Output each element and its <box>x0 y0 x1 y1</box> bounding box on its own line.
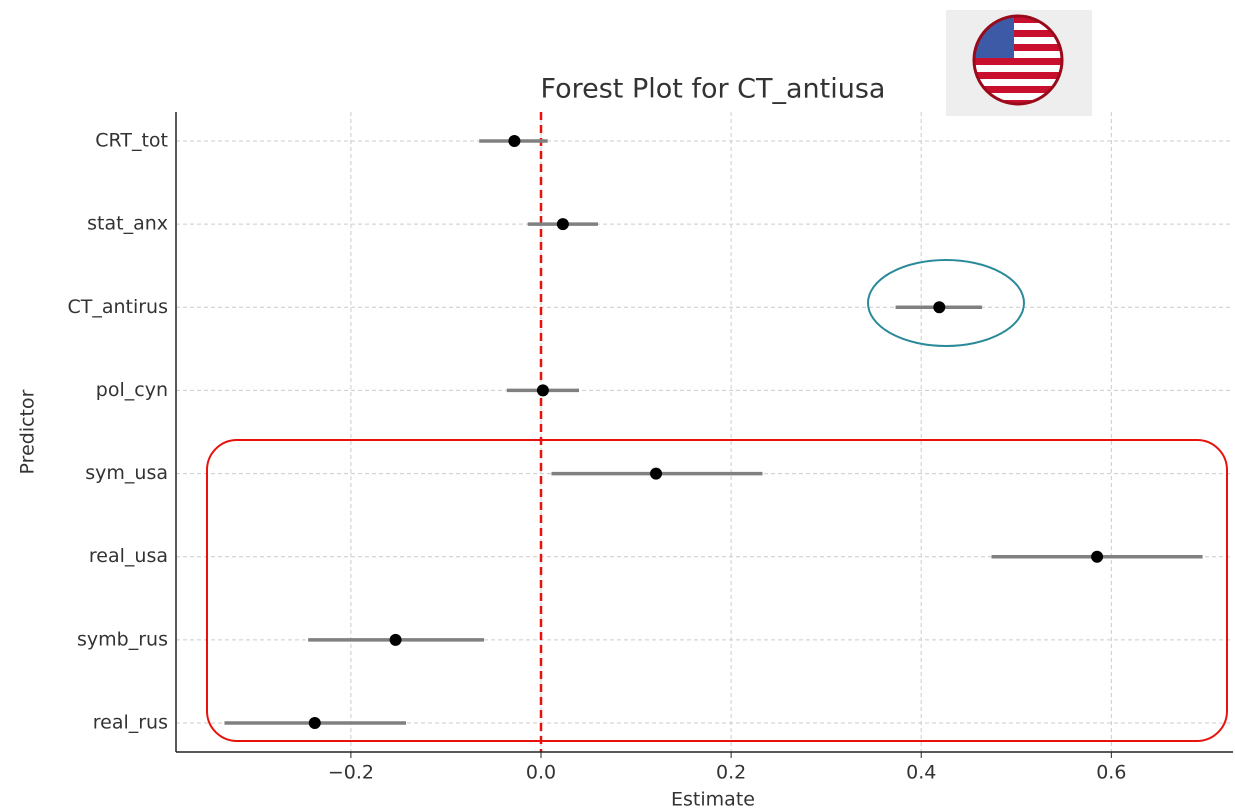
estimate-point <box>536 384 549 397</box>
y-tick-label: symb_rus <box>77 628 168 650</box>
y-tick-label: pol_cyn <box>96 379 168 401</box>
x-tick-label: 0.6 <box>1096 762 1126 784</box>
x-tick-label: 0.2 <box>716 762 746 784</box>
y-tick-label: CRT_tot <box>95 130 168 152</box>
highlight-box <box>206 439 1228 742</box>
x-tick-label: 0.4 <box>906 762 936 784</box>
estimate-point <box>508 135 521 147</box>
highlight-ellipse <box>867 259 1025 347</box>
y-tick-label: stat_anx <box>87 213 168 235</box>
y-tick-label: real_rus <box>93 712 168 734</box>
estimate-point <box>933 301 946 314</box>
estimate-point <box>308 717 321 729</box>
chart-title: Forest Plot for CT_antiusa <box>541 74 886 105</box>
flag-icon <box>946 10 1092 116</box>
y-axis-label: Predictor <box>17 389 39 474</box>
estimate-point <box>1091 550 1104 563</box>
x-tick-label: 0.0 <box>526 762 556 784</box>
y-tick-label: CT_antirus <box>67 296 168 318</box>
y-tick-label: real_usa <box>89 545 168 567</box>
estimate-point <box>650 467 663 480</box>
x-axis-label: Estimate <box>671 789 755 811</box>
x-tick-label: −0.2 <box>328 762 374 784</box>
estimate-point <box>556 218 569 231</box>
y-tick-label: sym_usa <box>85 462 168 484</box>
plot-area: −0.2 0.0 0.2 0.4 0.6 CRT_tot stat_anx CT_antiru… <box>67 112 1233 784</box>
estimate-point <box>389 633 402 646</box>
